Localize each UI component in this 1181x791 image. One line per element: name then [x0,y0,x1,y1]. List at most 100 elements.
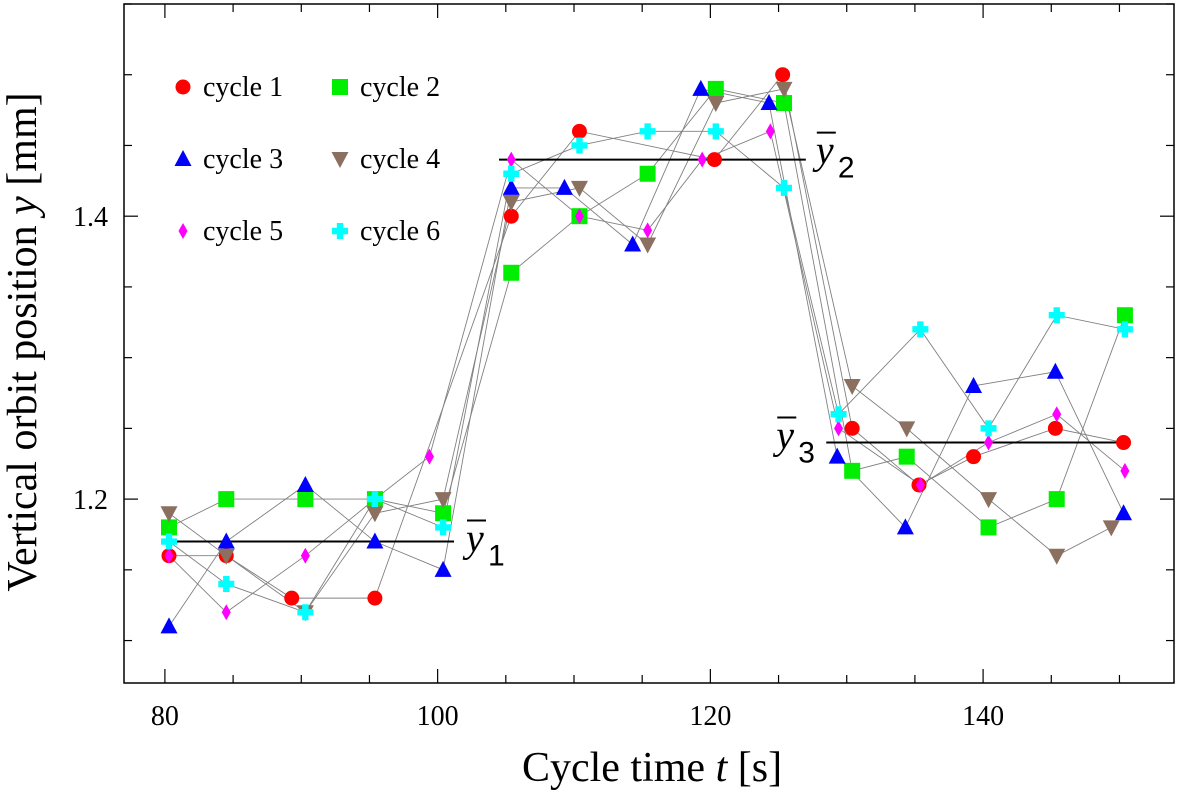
legend-label-cycle-5: cycle 5 [203,216,283,247]
data-point-cycle-1 [367,590,383,606]
series-line-cycle-6 [168,130,1126,613]
data-point-cycle-1 [844,420,860,436]
data-point-cycle-6 [218,575,235,592]
data-point-cycle-3 [760,94,778,111]
data-point-cycle-1 [966,449,982,465]
data-point-cycle-5 [164,547,174,564]
x-axis-label-text: Cycle time [522,745,705,791]
legend-label-cycle-3: cycle 3 [203,144,283,175]
legend-marker-cycle-5 [178,223,188,239]
mean-lines: y 1y 2y 3 [169,128,1125,573]
data-point-cycle-3 [555,178,573,195]
y-tick-label: 1.4 [73,202,108,233]
data-point-cycle-6 [707,123,724,140]
legend-marker-cycle-4 [331,152,349,168]
legend-label-cycle-6: cycle 6 [360,216,440,247]
data-point-cycle-6 [435,519,452,536]
data-point-cycle-6 [912,321,929,338]
mean-label-1: y [462,516,484,561]
x-tick-label: 120 [689,701,731,732]
series-points [160,67,1133,634]
legend-marker-cycle-2 [332,79,348,95]
series-line-cycle-2 [168,88,1126,528]
data-point-cycle-4 [160,506,178,523]
data-point-cycle-5 [574,208,584,225]
data-point-cycle-3 [896,518,914,535]
data-point-cycle-3 [692,79,710,96]
data-point-cycle-4 [1048,548,1066,565]
data-point-cycle-6 [830,406,847,423]
y-axis-label: Vertical orbit position y [mm] [0,92,46,591]
mean-label-subscript-2: 2 [838,152,855,185]
data-point-cycle-3 [828,447,846,464]
legend-marker-cycle-1 [175,79,191,95]
data-point-cycle-3 [160,617,178,634]
legend-label-cycle-1: cycle 1 [203,72,283,103]
x-axis-label-var: t [716,745,729,791]
data-point-cycle-3 [1046,362,1064,379]
data-point-cycle-6 [161,533,177,550]
axis-ticks [124,3,1174,683]
data-point-cycle-2 [980,519,997,536]
data-point-cycle-4 [775,81,793,98]
data-point-cycle-6 [1048,307,1065,324]
mean-label-2: y [812,128,834,173]
data-point-cycle-3 [217,532,235,549]
data-point-cycle-2 [898,448,915,465]
series-line-cycle-5 [168,130,1126,613]
data-point-cycle-5 [1120,462,1130,479]
y-axis-label-var: y [0,196,46,219]
data-point-cycle-4 [366,506,384,523]
data-point-cycle-5 [915,476,925,493]
series-lines [168,73,1126,627]
data-point-cycle-3 [366,532,384,549]
data-point-cycle-4 [434,492,452,509]
data-point-cycle-5 [834,420,844,437]
x-axis-label: Cycle time t [s] [522,745,782,791]
data-point-cycle-2 [1116,307,1133,324]
data-point-cycle-4 [570,180,588,197]
data-point-cycle-6 [980,420,997,437]
data-point-cycle-3 [1115,504,1133,521]
data-point-cycle-2 [297,491,314,508]
data-point-cycle-2 [639,165,656,182]
data-point-cycle-5 [984,434,994,451]
data-point-cycle-4 [980,492,998,509]
data-point-cycle-3 [965,376,983,393]
data-point-cycle-3 [624,235,642,252]
series-line-cycle-1 [169,73,1124,599]
data-point-cycle-3 [502,178,520,195]
data-point-cycle-4 [639,237,657,254]
x-tick-label: 80 [151,701,179,732]
data-point-cycle-4 [502,195,520,212]
y-tick-label: 1.2 [73,485,108,516]
data-point-cycle-1 [1116,435,1132,451]
data-point-cycle-2 [218,491,235,508]
x-axis-label-unit: [s] [738,745,782,791]
legend-label-cycle-4: cycle 4 [360,144,440,175]
data-point-cycle-5 [643,222,653,239]
data-point-cycle-4 [217,548,235,565]
x-tick-label: 140 [962,701,1004,732]
data-point-cycle-2 [435,505,452,522]
y-axis-label-text: Vertical orbit position [0,225,46,591]
legend-marker-cycle-6 [332,223,348,239]
data-point-cycle-4 [707,96,725,113]
data-point-cycle-6 [639,123,656,140]
data-point-cycle-5 [221,604,231,621]
data-point-cycle-4 [843,378,861,395]
data-point-cycle-6 [776,179,792,196]
data-point-cycle-1 [284,590,300,606]
data-point-cycle-1 [775,67,791,83]
mean-label-3: y [772,413,794,458]
data-point-cycle-5 [765,123,775,140]
data-point-cycle-2 [776,95,792,112]
plot-area-border [123,3,1175,684]
plot-frame [123,3,1175,684]
legend: cycle 1 cycle 2 cycle 3 cycle 4 cycle 5 cycle… [174,72,440,247]
tick-labels: 80 100 120 140 1.2 1.4 [73,202,1004,732]
data-point-cycle-1 [503,208,519,224]
data-point-cycle-2 [161,519,177,536]
legend-marker-cycle-3 [174,150,192,166]
